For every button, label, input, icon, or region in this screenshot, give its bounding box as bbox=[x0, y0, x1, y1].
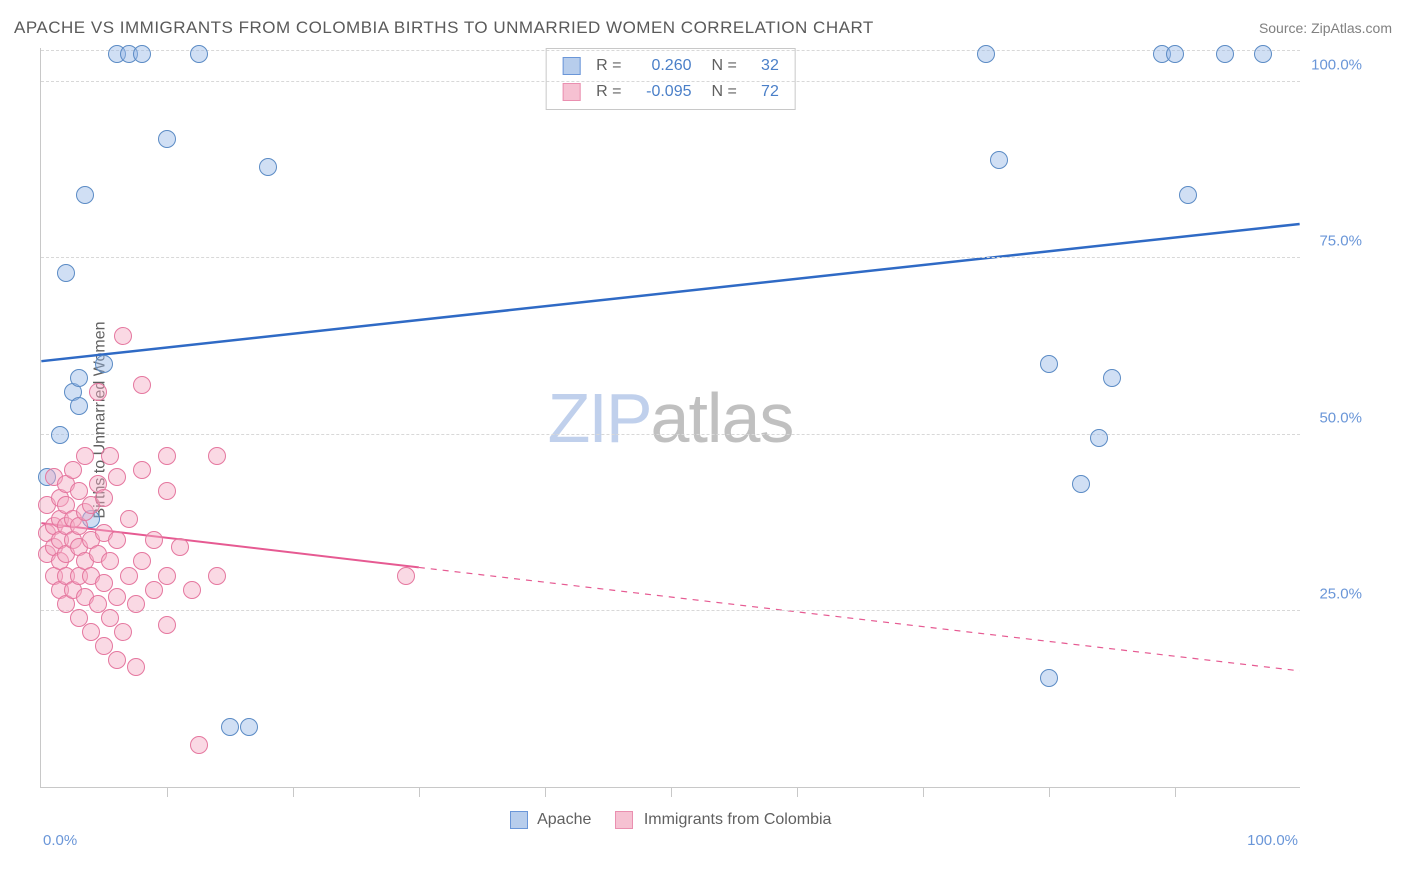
series-legend: Apache Immigrants from Colombia bbox=[41, 811, 1300, 829]
gridline bbox=[41, 610, 1300, 611]
data-point bbox=[101, 552, 119, 570]
legend-swatch-colombia bbox=[562, 83, 580, 101]
data-point bbox=[108, 531, 126, 549]
data-point bbox=[1040, 669, 1058, 687]
data-point bbox=[127, 595, 145, 613]
plot-area: ZIPatlas R = 0.260 N = 32 R = -0.095 N =… bbox=[40, 48, 1300, 788]
data-point bbox=[190, 45, 208, 63]
data-point bbox=[145, 581, 163, 599]
n-value-apache: 32 bbox=[747, 53, 779, 79]
data-point bbox=[108, 468, 126, 486]
data-point bbox=[133, 45, 151, 63]
x-tick bbox=[797, 787, 798, 797]
data-point bbox=[183, 581, 201, 599]
x-tick-label: 100.0% bbox=[1247, 832, 1298, 849]
x-tick bbox=[545, 787, 546, 797]
data-point bbox=[397, 567, 415, 585]
data-point bbox=[221, 718, 239, 736]
r-value-colombia: -0.095 bbox=[632, 79, 692, 105]
x-tick bbox=[671, 787, 672, 797]
data-point bbox=[101, 447, 119, 465]
data-point bbox=[51, 426, 69, 444]
data-point bbox=[64, 461, 82, 479]
x-tick-label: 0.0% bbox=[43, 832, 77, 849]
data-point bbox=[259, 158, 277, 176]
x-tick bbox=[923, 787, 924, 797]
watermark: ZIPatlas bbox=[548, 378, 794, 458]
trend-line bbox=[41, 224, 1299, 361]
gridline bbox=[41, 50, 1300, 51]
data-point bbox=[1072, 475, 1090, 493]
gridline bbox=[41, 434, 1300, 435]
data-point bbox=[158, 130, 176, 148]
trend-line-extrapolated bbox=[419, 567, 1300, 670]
data-point bbox=[208, 447, 226, 465]
x-tick bbox=[1175, 787, 1176, 797]
data-point bbox=[95, 355, 113, 373]
data-point bbox=[990, 151, 1008, 169]
legend-swatch-colombia-icon bbox=[615, 811, 633, 829]
correlation-legend: R = 0.260 N = 32 R = -0.095 N = 72 bbox=[545, 48, 796, 110]
data-point bbox=[1166, 45, 1184, 63]
data-point bbox=[158, 482, 176, 500]
data-point bbox=[1103, 369, 1121, 387]
data-point bbox=[1090, 429, 1108, 447]
x-tick bbox=[167, 787, 168, 797]
data-point bbox=[158, 616, 176, 634]
legend-swatch-apache-icon bbox=[510, 811, 528, 829]
data-point bbox=[133, 376, 151, 394]
data-point bbox=[89, 383, 107, 401]
data-point bbox=[208, 567, 226, 585]
data-point bbox=[127, 658, 145, 676]
data-point bbox=[114, 327, 132, 345]
data-point bbox=[1040, 355, 1058, 373]
legend-label-colombia: Immigrants from Colombia bbox=[644, 811, 832, 828]
data-point bbox=[120, 510, 138, 528]
data-point bbox=[114, 623, 132, 641]
data-point bbox=[133, 552, 151, 570]
y-tick-label: 100.0% bbox=[1311, 57, 1362, 74]
data-point bbox=[95, 489, 113, 507]
data-point bbox=[133, 461, 151, 479]
x-tick bbox=[419, 787, 420, 797]
data-point bbox=[57, 264, 75, 282]
x-tick bbox=[1049, 787, 1050, 797]
data-point bbox=[70, 369, 88, 387]
data-point bbox=[76, 186, 94, 204]
data-point bbox=[145, 531, 163, 549]
chart-title: APACHE VS IMMIGRANTS FROM COLOMBIA BIRTH… bbox=[14, 18, 874, 38]
data-point bbox=[171, 538, 189, 556]
data-point bbox=[158, 447, 176, 465]
gridline bbox=[41, 257, 1300, 258]
r-value-apache: 0.260 bbox=[632, 53, 692, 79]
data-point bbox=[108, 588, 126, 606]
data-point bbox=[977, 45, 995, 63]
y-tick-label: 75.0% bbox=[1319, 233, 1362, 250]
data-point bbox=[240, 718, 258, 736]
data-point bbox=[158, 567, 176, 585]
data-point bbox=[190, 736, 208, 754]
data-point bbox=[108, 651, 126, 669]
y-tick-label: 25.0% bbox=[1319, 585, 1362, 602]
y-tick-label: 50.0% bbox=[1319, 409, 1362, 426]
legend-swatch-apache bbox=[562, 57, 580, 75]
trend-lines-layer bbox=[41, 48, 1300, 787]
source-label: Source: ZipAtlas.com bbox=[1259, 20, 1392, 36]
legend-label-apache: Apache bbox=[537, 811, 591, 828]
data-point bbox=[1254, 45, 1272, 63]
n-value-colombia: 72 bbox=[747, 79, 779, 105]
data-point bbox=[1216, 45, 1234, 63]
data-point bbox=[1179, 186, 1197, 204]
data-point bbox=[76, 447, 94, 465]
data-point bbox=[70, 397, 88, 415]
x-tick bbox=[293, 787, 294, 797]
gridline bbox=[41, 81, 1300, 82]
data-point bbox=[120, 567, 138, 585]
